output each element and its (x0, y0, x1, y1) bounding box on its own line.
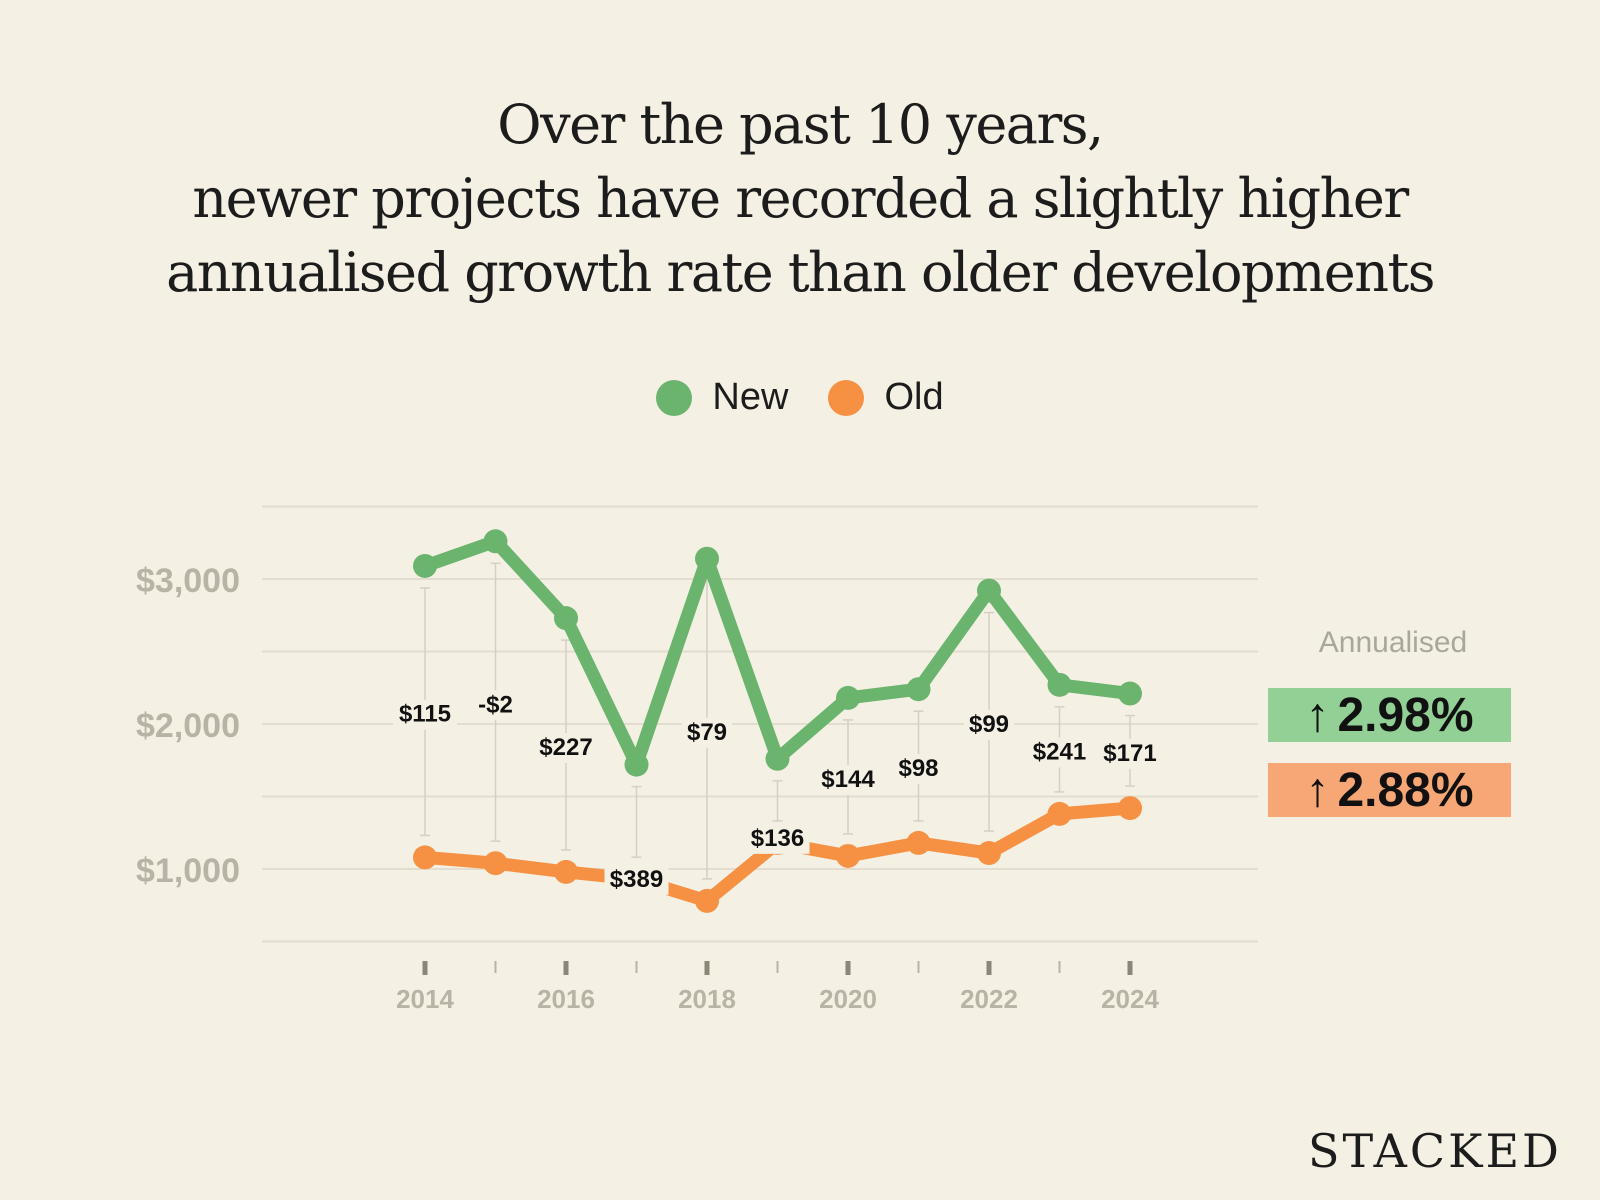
data-point-old (695, 888, 719, 913)
legend-item-old[interactable]: Old (828, 376, 944, 419)
chart-title: Over the past 10 years, newer projects h… (0, 88, 1600, 310)
x-tick-label: 2020 (819, 984, 877, 1014)
title-line-1: Over the past 10 years, (497, 93, 1104, 156)
legend-dot-new-icon (656, 379, 693, 416)
x-tick (704, 961, 710, 975)
difference-label: $99 (969, 711, 1009, 738)
data-point-new (413, 553, 437, 578)
x-tick (917, 961, 920, 973)
y-tick-label: $1,000 (136, 852, 240, 890)
series-line-new (418, 534, 1137, 772)
difference-label: $389 (610, 866, 663, 893)
x-tick-label: 2022 (960, 984, 1018, 1014)
difference-label: $227 (539, 734, 592, 761)
difference-label: $98 (898, 755, 938, 782)
difference-label: $241 (1033, 738, 1086, 765)
legend-item-new[interactable]: New (656, 376, 788, 419)
data-point-new (765, 746, 790, 771)
data-point-old (483, 851, 508, 876)
x-tick (776, 961, 779, 973)
legend-dot-old-icon (828, 379, 865, 416)
annualised-new-badge: ↑ 2.98% (1268, 688, 1511, 742)
y-tick-label: $2,000 (136, 707, 240, 745)
annualised-new-value: 2.98% (1337, 688, 1474, 742)
data-point-old (554, 859, 578, 884)
x-tick (635, 961, 638, 973)
annotation-bg (604, 864, 669, 895)
legend-label-old: Old (884, 376, 944, 418)
data-point-new (1047, 672, 1072, 697)
annotation-bg (893, 754, 944, 785)
annotation-bg (393, 699, 457, 730)
x-tick (422, 961, 428, 975)
data-point-new (1118, 681, 1142, 706)
annotation-bg (1098, 738, 1162, 769)
difference-label: $136 (751, 825, 804, 852)
data-point-new (554, 606, 578, 631)
data-point-new (906, 677, 931, 702)
annotation-bg (1027, 737, 1092, 768)
legend-label-new: New (712, 376, 789, 418)
y-tick-label: $3,000 (136, 562, 240, 600)
data-point-new (483, 529, 508, 554)
data-point-old (836, 843, 860, 868)
data-point-old (413, 845, 437, 870)
x-tick-label: 2014 (396, 984, 454, 1014)
x-tick (1127, 961, 1133, 975)
difference-label: $171 (1103, 740, 1156, 767)
data-point-old (977, 841, 1001, 866)
annotation-bg (745, 823, 810, 854)
annualised-old-badge: ↑ 2.88% (1268, 763, 1511, 817)
difference-label: $115 (399, 701, 451, 728)
up-arrow-icon: ↑ (1305, 763, 1330, 817)
difference-label: $144 (821, 766, 875, 793)
annotation-bg (534, 733, 598, 764)
title-line-2: newer projects have recorded a slightly … (192, 167, 1409, 230)
data-point-old (1118, 796, 1142, 821)
x-tick-label: 2016 (537, 984, 595, 1014)
data-point-old (1047, 801, 1072, 826)
x-tick-label: 2024 (1101, 984, 1159, 1014)
data-point-new (836, 685, 860, 710)
legend: New Old (0, 376, 1600, 419)
x-tick-label: 2018 (678, 984, 736, 1014)
annotation-bg (470, 690, 521, 721)
x-tick (1058, 961, 1061, 973)
annotation-bg (682, 717, 732, 748)
difference-label: -$2 (478, 691, 513, 718)
data-point-old (906, 830, 931, 855)
data-point-new (695, 546, 719, 571)
annualised-label: Annualised (1318, 626, 1468, 659)
brand-logo: STACKED (1308, 1124, 1562, 1178)
x-tick (845, 961, 851, 975)
title-line-3: annualised growth rate than older develo… (166, 241, 1435, 304)
x-tick (986, 961, 992, 975)
annotation-bg (964, 709, 1014, 740)
data-point-new (977, 578, 1001, 603)
data-point-new (624, 752, 649, 777)
x-tick (494, 961, 497, 973)
difference-label: $79 (687, 719, 727, 746)
annotation-bg (816, 764, 880, 795)
annualised-old-value: 2.88% (1337, 763, 1474, 817)
x-tick (563, 961, 569, 975)
up-arrow-icon: ↑ (1305, 688, 1330, 742)
